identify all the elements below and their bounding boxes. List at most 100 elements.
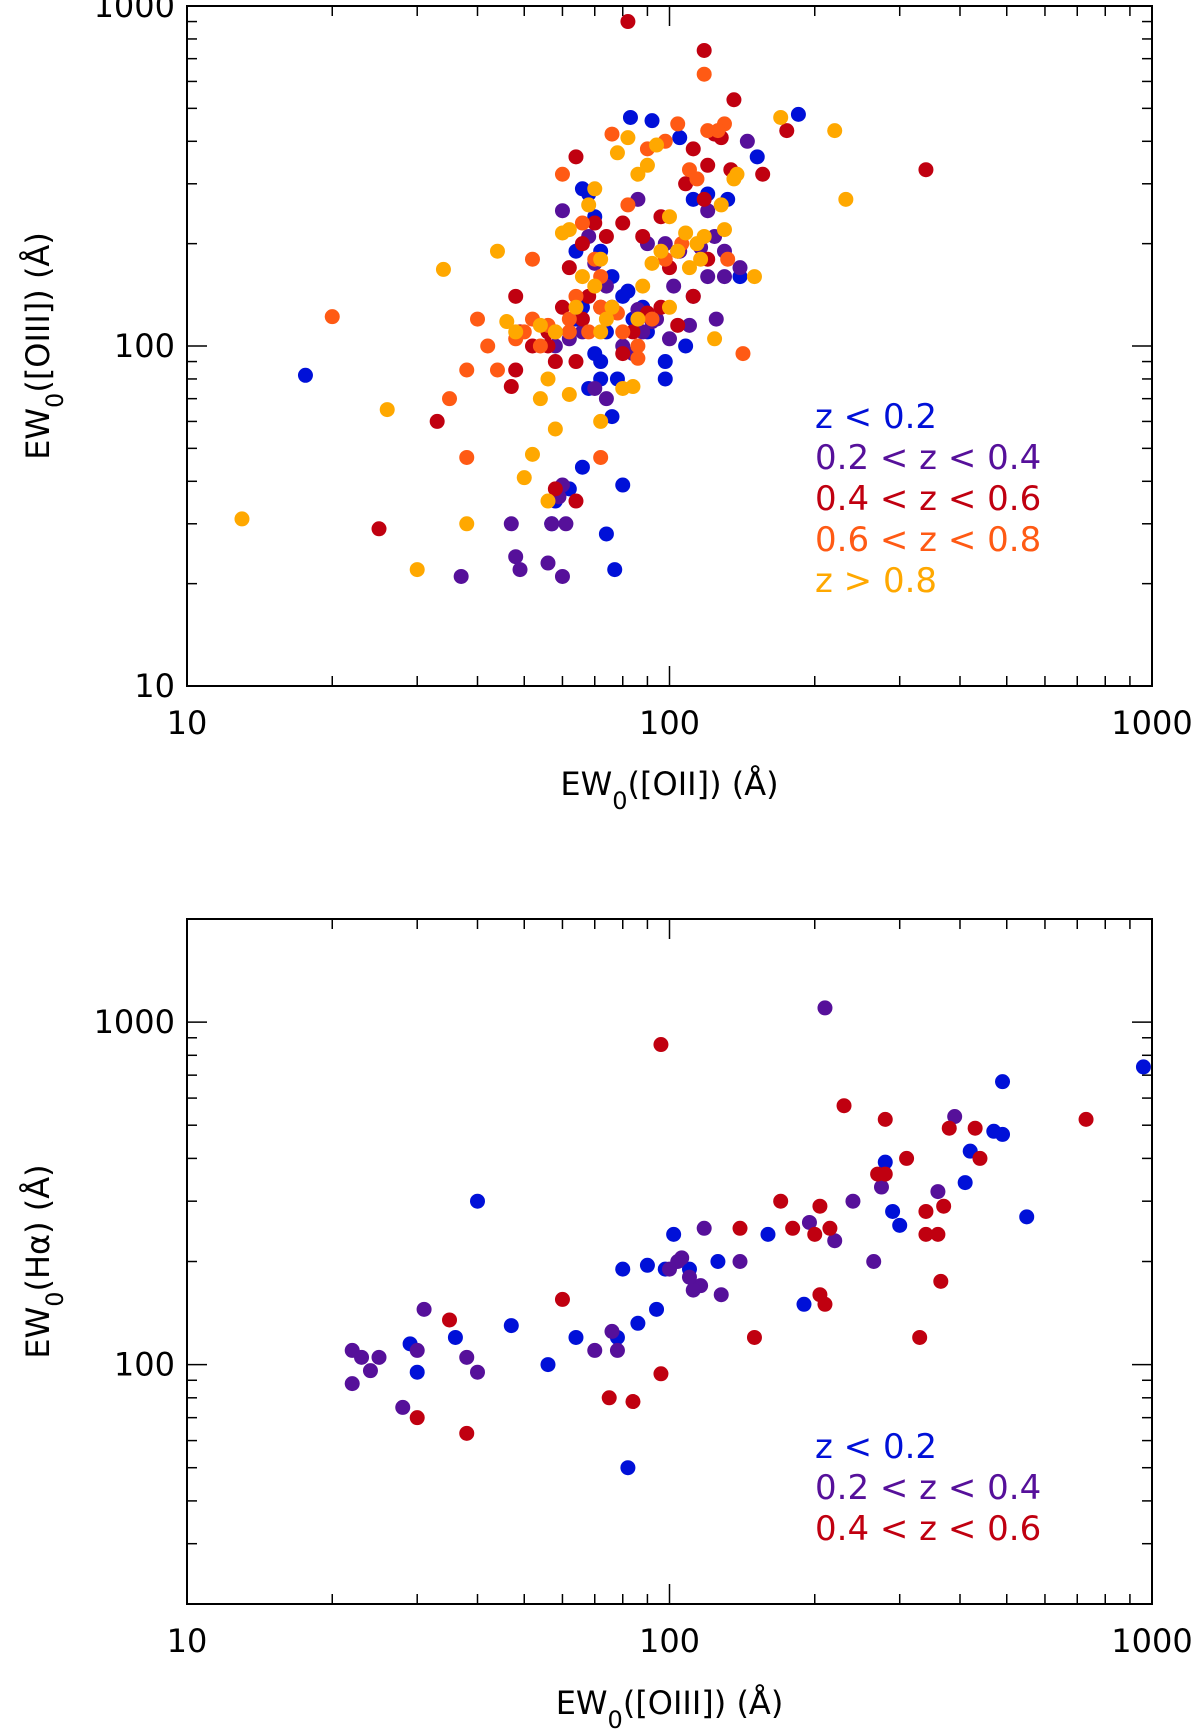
data-point [587,380,603,396]
data-point [544,516,560,532]
data-point [503,379,519,395]
data-point [601,1390,617,1406]
data-point [554,568,570,584]
data-point [918,1203,934,1219]
data-point [941,1120,957,1136]
data-point [716,222,732,238]
data-point [620,197,636,213]
legend-entry: 0.4 < z < 0.6 [815,1509,1041,1549]
data-point [469,1364,485,1380]
data-point [708,311,724,327]
data-point [568,288,584,304]
axis-label-subscript: 0 [612,787,627,815]
data-point [574,181,590,197]
data-point [653,1037,669,1053]
data-point [489,362,505,378]
data-point [681,260,697,276]
axis-label-rest: ([OIII]) (Å) [623,1684,783,1722]
data-point [812,1287,828,1303]
data-point [604,1323,620,1339]
data-point [568,299,584,315]
x-tick-label: 100 [639,704,700,742]
data-point [512,562,528,578]
axis-label-main: EW [19,408,57,460]
data-point [587,1342,603,1358]
data-point [593,324,609,340]
data-point [615,288,631,304]
data-point [838,191,854,207]
data-point [662,1261,677,1277]
data-point [972,1150,988,1166]
data-point [459,449,475,465]
data-point [615,477,631,493]
data-point [827,1233,843,1249]
data-point [409,1410,425,1426]
data-point [524,251,540,267]
data-point [681,1269,697,1285]
data-point [554,1291,570,1307]
y-tick-label: 1000 [94,1003,175,1041]
data-point [540,1357,556,1373]
data-point [593,354,609,370]
data-point [561,311,577,327]
data-point [532,338,548,354]
data-point [696,191,712,207]
legend-entry: z < 0.2 [815,1427,937,1467]
data-point [615,346,631,362]
data-point [700,157,716,173]
data-point [678,338,694,354]
data-point [379,402,395,418]
data-point [598,311,614,327]
data-point [620,130,636,146]
data-point [685,1282,701,1298]
y-tick-label: 10 [134,667,175,705]
data-point [710,1254,726,1269]
data-point [435,261,451,277]
legend-entry: 0.6 < z < 0.8 [815,520,1041,560]
data-point [508,362,524,378]
y-tick-label: 100 [114,1346,175,1384]
data-point [729,166,745,182]
data-point [532,391,548,407]
data-point [581,197,597,213]
data-point [672,130,688,146]
data-point [453,568,469,584]
data-point [587,215,603,231]
data-point [635,228,651,244]
data-point [568,354,584,370]
data-point [710,123,726,139]
data-point [574,311,590,327]
data-point [696,1220,712,1236]
data-point [609,145,625,161]
data-point [593,449,609,465]
legend-entry: 0.2 < z < 0.4 [815,1468,1041,1508]
data-point [554,166,570,182]
data-point [503,516,519,532]
data-point [877,1111,893,1127]
data-point [630,350,646,366]
data-point [666,278,682,294]
axis-label-rest: (Hα) (Å) [19,1164,57,1291]
data-point [409,1364,425,1380]
x-tick-label: 10 [167,1622,208,1660]
data-point [604,126,620,142]
data-point [561,324,577,340]
axis-label-subscript: 0 [41,393,69,408]
data-point [930,1184,946,1200]
axis-label-main: EW [560,765,612,803]
data-point [716,269,732,285]
legend-entry: z > 0.8 [815,561,937,601]
data-point [967,1120,983,1136]
data-point [760,1226,776,1242]
data-point [713,1287,729,1303]
data-point [773,109,789,125]
data-point [593,299,609,315]
data-point [995,1126,1011,1142]
data-point [735,346,751,362]
data-point [598,391,614,407]
data-point [796,1296,812,1312]
data-point [469,311,485,327]
data-point [547,324,563,340]
